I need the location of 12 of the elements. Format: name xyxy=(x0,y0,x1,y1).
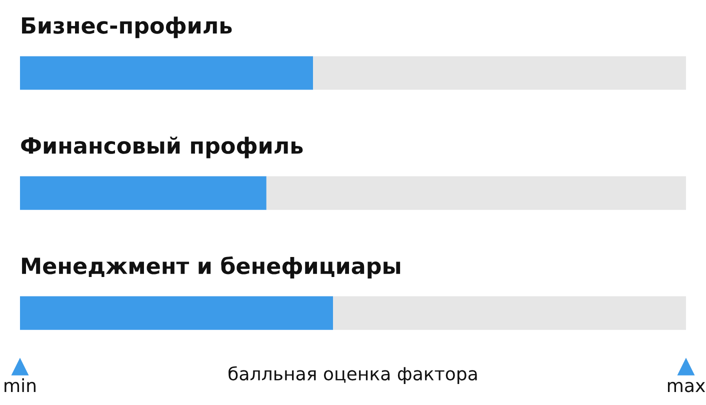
bar xyxy=(20,176,266,210)
y-tick-label: Менеджмент и бенефициары xyxy=(22,256,400,279)
bar xyxy=(20,56,314,90)
y-tick-label: Финансовый профиль xyxy=(21,136,303,158)
x-axis-title: балльная оценка фактора xyxy=(228,366,477,384)
text: max xyxy=(668,382,706,392)
text: min xyxy=(4,378,36,392)
bar xyxy=(20,296,334,330)
y-tick-label: Бизнес-профиль xyxy=(22,16,232,38)
bar xyxy=(333,296,686,330)
bar xyxy=(266,176,686,210)
bar xyxy=(313,56,686,90)
